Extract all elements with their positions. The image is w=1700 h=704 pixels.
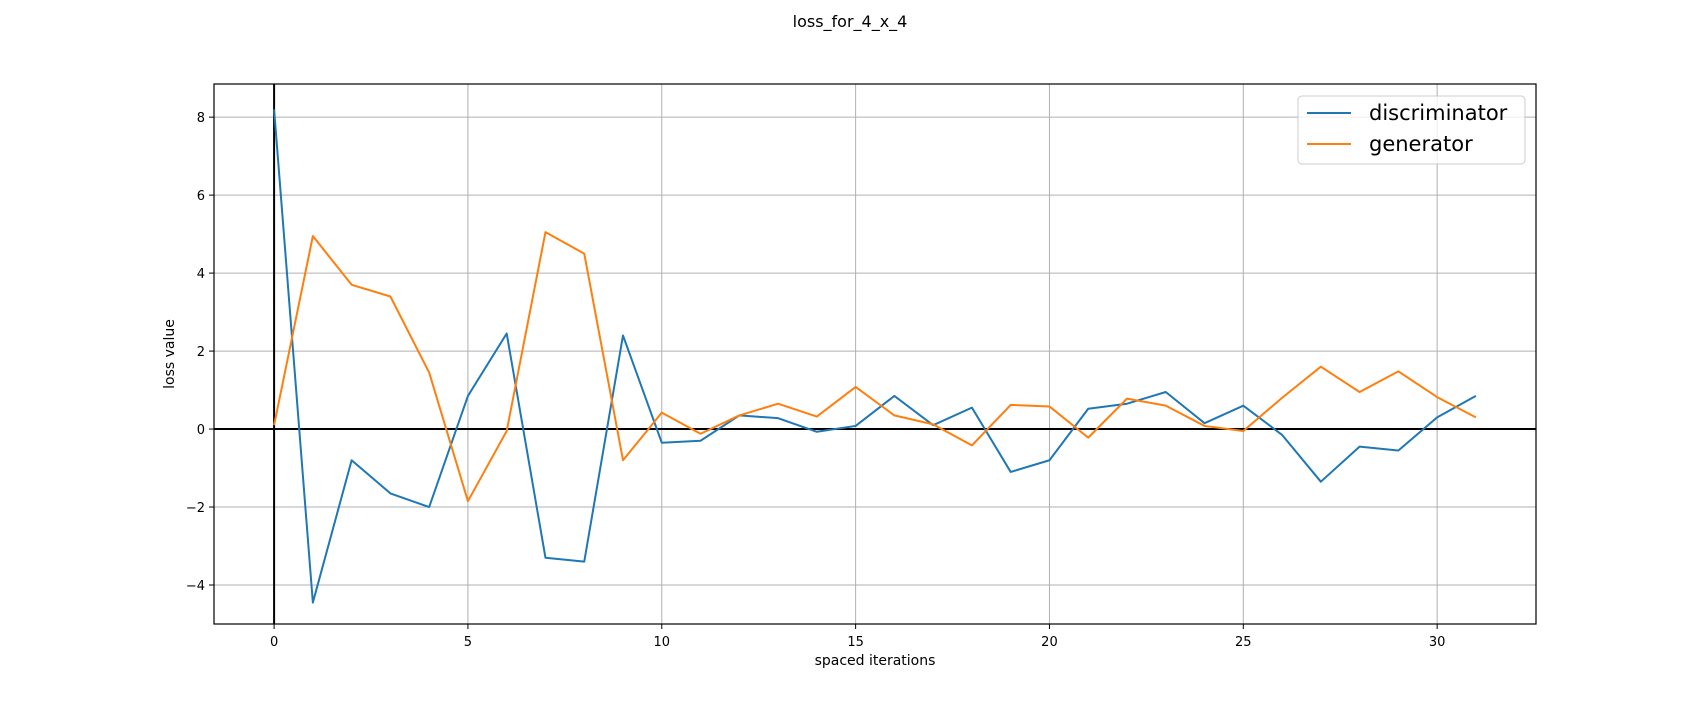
y-tick-label: 8: [197, 111, 205, 126]
x-tick-label: 25: [1235, 635, 1252, 650]
y-tick-label: 0: [197, 423, 205, 438]
y-tick-label: 2: [197, 345, 205, 360]
x-tick-label: 10: [654, 635, 671, 650]
y-tick-label: −4: [186, 579, 205, 594]
y-tick-label: −2: [186, 501, 205, 516]
x-axis-label: spaced iterations: [815, 653, 936, 669]
x-tick-label: 30: [1429, 635, 1446, 650]
series-line-discriminator: [273, 109, 1477, 604]
plot-frame: [213, 83, 1537, 625]
x-tick-label: 20: [1041, 635, 1058, 650]
y-axis-ticks: −4 −2 0 2 4 6 8: [186, 111, 214, 594]
grid-lines: [214, 84, 1536, 624]
zero-lines: [214, 84, 1536, 624]
legend-label-discriminator: discriminator: [1369, 101, 1508, 125]
series-lines: [273, 109, 1477, 604]
chart-title: loss_for_4_x_4: [792, 12, 908, 31]
x-tick-label: 0: [270, 635, 278, 650]
y-tick-label: 6: [197, 189, 205, 204]
legend-box: [1297, 95, 1526, 165]
series-line-generator: [273, 231, 1477, 503]
legend-label-generator: generator: [1369, 132, 1473, 156]
x-tick-label: 5: [464, 635, 472, 650]
y-tick-label: 4: [197, 267, 205, 282]
legend: discriminator generator: [1297, 95, 1526, 165]
x-axis-ticks: 0 5 10 15 20 25 30: [270, 624, 1445, 650]
y-axis-label: loss value: [162, 319, 178, 389]
x-tick-label: 15: [847, 635, 864, 650]
